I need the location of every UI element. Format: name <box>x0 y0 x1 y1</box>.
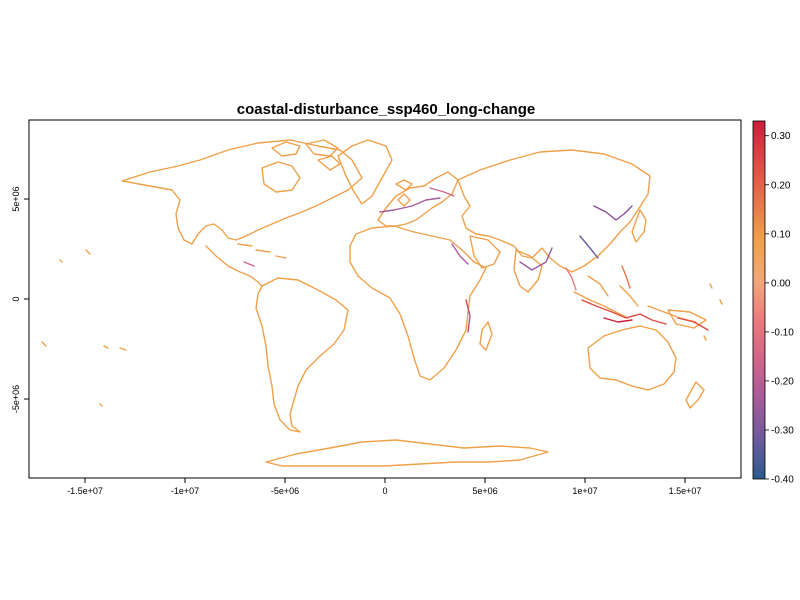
highlight-vietnam <box>565 267 577 291</box>
highlight-se-asia <box>581 299 667 325</box>
x-tick-label: 1.5e+07 <box>669 486 702 496</box>
x-tick-label: 0 <box>382 486 387 496</box>
coast-central-america <box>205 245 263 287</box>
coast-south-america <box>255 277 349 433</box>
legend-tick-label: 0.10 <box>771 229 791 240</box>
y-axis: 5e+06 0 -5e+06 <box>11 186 29 413</box>
highlight-mediterranean <box>379 197 441 213</box>
highlight-caribbean <box>243 261 255 267</box>
coastline-layer <box>41 139 723 467</box>
coast-indonesia <box>573 275 697 323</box>
highlight-east-asia <box>593 205 633 221</box>
coast-madagascar <box>479 321 493 351</box>
coast-africa <box>349 225 487 381</box>
coast-new-guinea <box>667 309 707 329</box>
coast-iceland <box>395 179 413 191</box>
legend-tick-label: -0.40 <box>771 475 794 486</box>
highlight-east-africa <box>465 299 471 333</box>
coast-india <box>513 249 543 293</box>
legend-tick-label: -0.30 <box>771 425 794 436</box>
map-frame <box>28 119 742 479</box>
coast-caribbean <box>237 243 287 259</box>
x-tick-label: -1e+07 <box>171 486 199 496</box>
y-tick-label: 5e+06 <box>11 186 21 211</box>
coast-australia <box>587 325 677 391</box>
highlight-new-guinea <box>677 317 709 331</box>
coast-british-isles <box>397 193 411 207</box>
coast-japan <box>631 209 647 243</box>
coast-asia <box>457 149 651 273</box>
x-tick-label: -1.5e+07 <box>67 486 103 496</box>
coast-europe <box>377 171 459 227</box>
highlight-indonesia-red <box>603 317 633 323</box>
coast-antarctica <box>265 439 549 467</box>
y-tick-label: 0 <box>11 296 21 301</box>
map-panel: -1.5e+07 -1e+07 -5e+06 0 5e+06 1e+07 1.5e+07 5… <box>11 119 742 496</box>
coast-pacific-islands <box>41 249 723 407</box>
legend-tick-label: 0.00 <box>771 278 791 289</box>
coast-arctic-islands <box>271 139 341 171</box>
highlight-china-coast <box>579 235 599 259</box>
plot-title: coastal-disturbance_ssp460_long-change <box>237 101 535 118</box>
legend-color-bar <box>752 120 766 480</box>
legend-tick-label: -0.20 <box>771 376 794 387</box>
highlight-red-sea <box>451 243 469 265</box>
highlight-india-coast <box>519 247 553 271</box>
coast-new-zealand <box>685 381 705 409</box>
coast-north-america <box>121 139 363 245</box>
coast-hudson-bay <box>261 161 301 193</box>
x-axis: -1.5e+07 -1e+07 -5e+06 0 5e+06 1e+07 1.5e+07 <box>67 478 701 496</box>
change-highlights <box>243 187 709 333</box>
legend-tick-label: 0.20 <box>771 180 791 191</box>
coast-greenland <box>337 139 393 205</box>
x-tick-label: 5e+06 <box>472 486 497 496</box>
legend-tick-label: 0.30 <box>771 131 791 142</box>
y-tick-label: -5e+06 <box>11 385 21 413</box>
legend-ticks: 0.30 0.20 0.10 0.00 -0.10 -0.20 -0.30 -0.40 <box>765 131 794 486</box>
color-legend: 0.30 0.20 0.10 0.00 -0.10 -0.20 -0.30 -0.40 <box>752 120 794 486</box>
highlight-philippines <box>621 265 631 289</box>
highlight-black-sea <box>429 187 455 197</box>
x-tick-label: 1e+07 <box>572 486 597 496</box>
x-tick-label: -5e+06 <box>271 486 299 496</box>
legend-tick-label: -0.10 <box>771 327 794 338</box>
coast-arabia <box>469 235 501 269</box>
